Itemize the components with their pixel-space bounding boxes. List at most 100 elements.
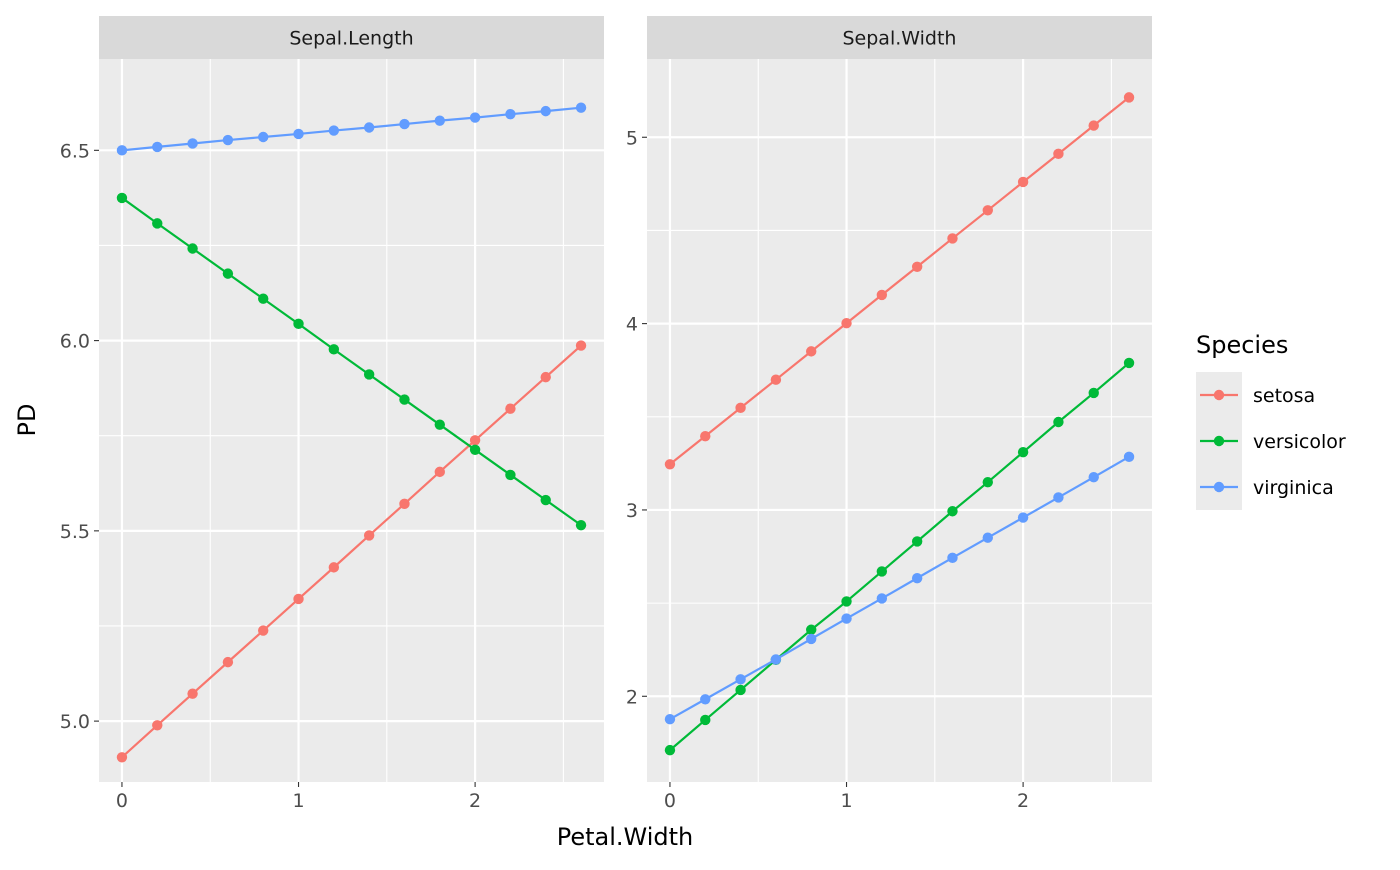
data-point (434, 115, 445, 126)
legend-key-point (1213, 481, 1225, 493)
data-point (664, 714, 676, 725)
data-point (1053, 492, 1064, 503)
data-point (222, 268, 234, 279)
strip-background (99, 16, 604, 59)
data-point (363, 530, 375, 541)
data-point (434, 466, 445, 478)
data-point (399, 118, 410, 130)
y-tick-label: 5.0 (60, 711, 90, 733)
legend-title: Species (1196, 331, 1288, 359)
x-axis-title: Petal.Width (557, 823, 694, 851)
data-point (399, 498, 410, 510)
legend-entry-versicolor: versicolor (1196, 418, 1346, 464)
series-line (669, 96, 1130, 466)
y-tick-label: 5.5 (60, 521, 90, 543)
x-tick-label: 0 (664, 790, 676, 812)
data-point (222, 656, 234, 668)
panel-background (99, 59, 604, 782)
data-point (876, 593, 888, 604)
series-virginica (116, 102, 587, 156)
data-point (116, 145, 128, 156)
data-point (1123, 92, 1135, 103)
data-point (399, 394, 410, 405)
series-versicolor (116, 192, 587, 531)
y-tick-label: 4 (626, 314, 638, 336)
panel-sepal-width: Sepal.Width 0 1 2 2 3 4 5 (626, 16, 1152, 812)
data-point (700, 430, 711, 442)
data-point (1053, 416, 1064, 428)
series-line (669, 362, 1130, 751)
series-virginica (664, 451, 1135, 725)
y-tick-label: 6.5 (60, 140, 90, 162)
series-line (121, 344, 582, 759)
legend-key-point (1213, 435, 1225, 447)
data-point (469, 112, 481, 123)
data-point (152, 141, 163, 153)
data-point (469, 435, 481, 446)
data-point (293, 318, 304, 330)
x-tick-label: 1 (840, 790, 852, 812)
legend-label: setosa (1253, 385, 1315, 407)
data-point (363, 369, 375, 380)
data-point (700, 694, 711, 705)
data-point (982, 476, 993, 488)
data-point (770, 654, 782, 665)
strip-label: Sepal.Length (289, 28, 413, 50)
data-point (876, 566, 888, 577)
x-tick-label: 1 (292, 790, 304, 812)
data-point (911, 536, 923, 547)
data-point (575, 340, 587, 351)
data-point (947, 506, 958, 517)
data-point (1017, 512, 1029, 523)
data-point (876, 289, 888, 301)
data-point (1017, 176, 1029, 188)
data-point (735, 674, 746, 685)
legend-label: virginica (1253, 477, 1334, 499)
data-point (947, 233, 958, 244)
x-tick-label: 2 (1017, 790, 1029, 812)
series-line (121, 196, 582, 527)
data-point (841, 596, 852, 607)
panel-sepal-length: Sepal.Length 0 1 2 5.0 5.5 6.0 6.5 (60, 16, 604, 812)
data-point (664, 459, 676, 470)
data-point (947, 552, 958, 564)
data-point (187, 243, 198, 254)
data-point (911, 261, 923, 272)
data-point (841, 613, 852, 624)
data-point (1088, 471, 1099, 483)
data-point (328, 562, 340, 573)
data-point (575, 519, 587, 531)
legend-label: versicolor (1253, 431, 1346, 453)
panel-background (647, 59, 1152, 782)
data-point (116, 752, 128, 763)
legend-entry-virginica: virginica (1196, 464, 1334, 510)
data-point (505, 108, 516, 120)
data-point (363, 122, 375, 133)
series-versicolor (664, 357, 1135, 756)
data-point (293, 593, 304, 605)
data-point (841, 318, 852, 329)
data-point (152, 720, 163, 731)
data-point (258, 625, 269, 636)
data-point (328, 125, 340, 136)
data-point (575, 102, 587, 113)
data-point (982, 532, 993, 543)
data-point (700, 714, 711, 726)
data-point (806, 624, 817, 635)
data-point (1088, 120, 1099, 131)
data-point (258, 293, 269, 304)
series-setosa (664, 92, 1135, 470)
legend: Species setosa versicolor virginica (1196, 331, 1346, 510)
data-point (258, 131, 269, 143)
data-point (505, 469, 516, 481)
series-line (669, 455, 1130, 721)
data-point (1053, 148, 1064, 160)
data-point (434, 419, 445, 430)
data-point (187, 138, 198, 149)
data-point (222, 134, 234, 146)
y-tick-label: 6.0 (60, 331, 90, 353)
data-point (770, 374, 782, 385)
y-tick-label: 2 (626, 686, 638, 708)
data-point (187, 688, 198, 699)
